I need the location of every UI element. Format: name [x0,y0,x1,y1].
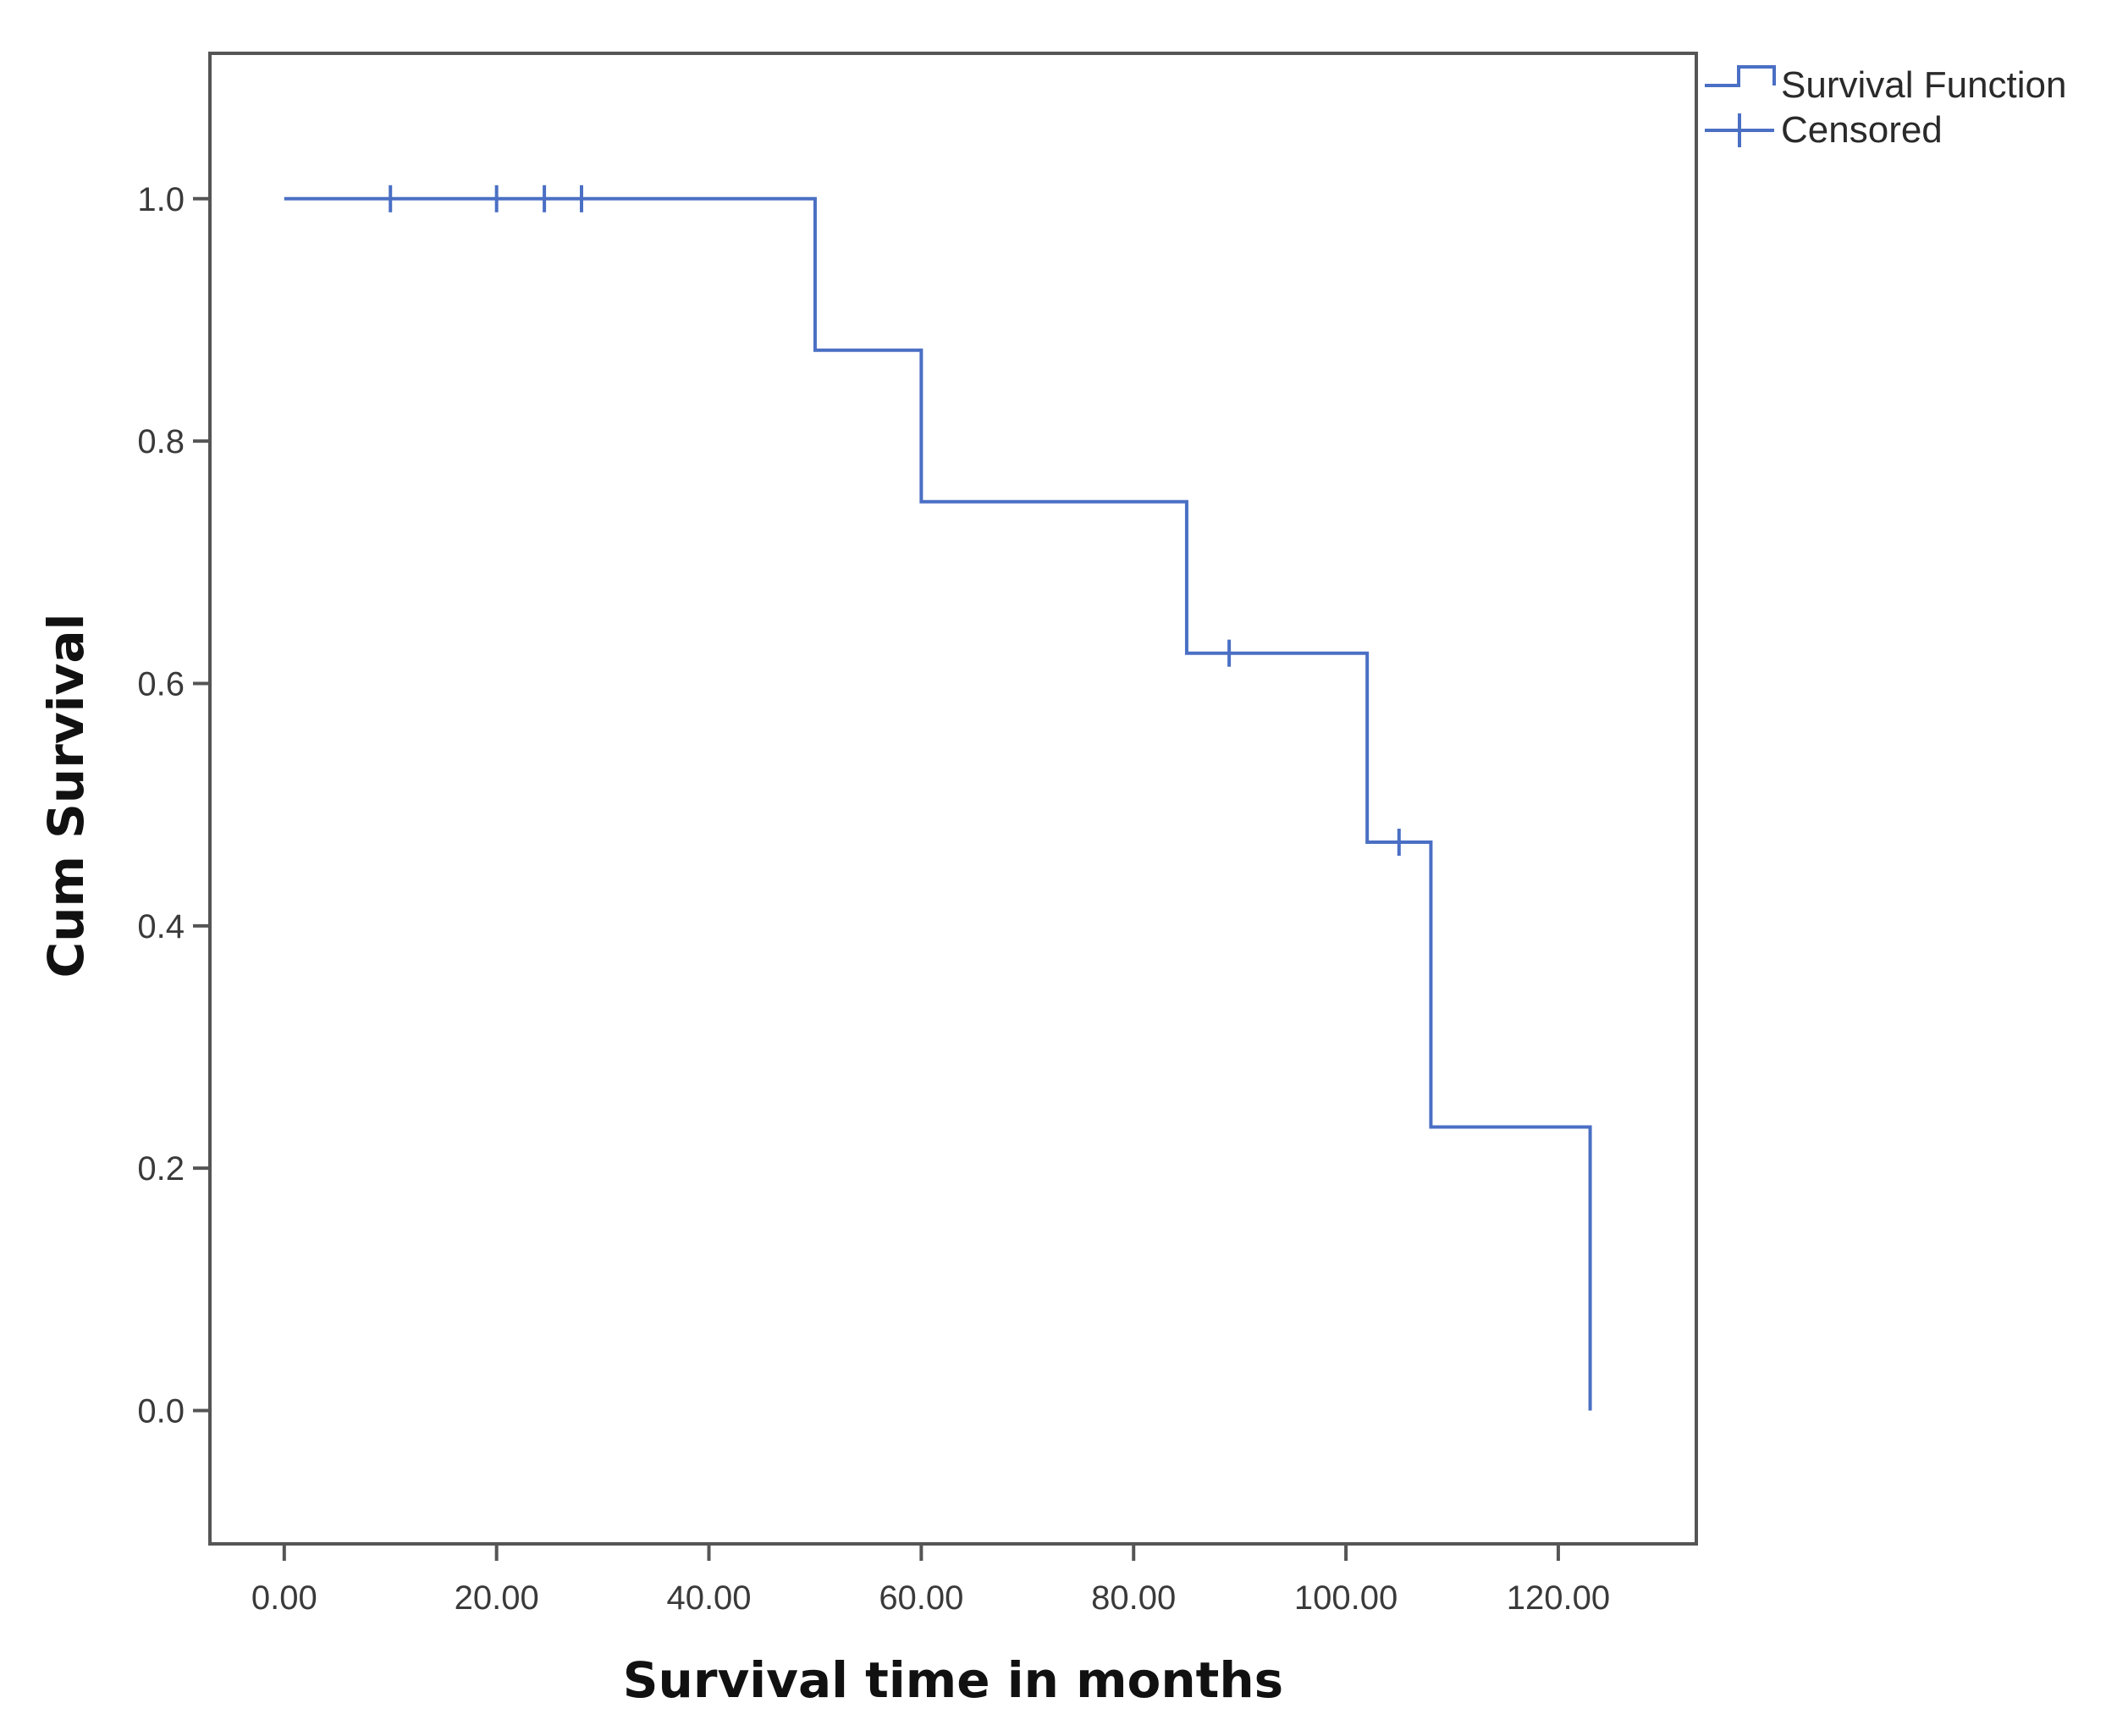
y-tick-label: 0.2 [137,1150,185,1188]
y-tick-label: 0.6 [137,665,185,703]
y-tick-label: 0.0 [137,1393,185,1430]
x-tick-label: 60.00 [879,1579,963,1617]
plot-frame [208,52,1698,1546]
legend-step-icon [1705,65,1776,87]
legend-label-survival-function: Survival Function [1781,64,2066,106]
x-axis-title: Survival time in months [623,1651,1283,1709]
y-tick-label: 0.4 [137,908,185,945]
y-axis: 0.0 0.2 0.4 0.6 0.8 1.0 [137,181,210,1430]
y-tick-label: 0.8 [137,423,185,460]
x-tick-label: 80.00 [1091,1579,1176,1617]
legend-label-censored: Censored [1781,109,1943,151]
y-tick-label: 1.0 [137,181,185,218]
x-tick-label: 40.00 [666,1579,751,1617]
y-axis-title: Cum Survival [37,614,95,978]
censor-markers [389,185,1401,857]
x-tick-label: 0.00 [251,1579,317,1617]
legend-item-survival-function: Survival Function [1705,64,2066,106]
survival-function-line [284,196,1592,1411]
series-layer [284,196,1592,1411]
x-tick-label: 100.00 [1294,1579,1398,1617]
x-tick-label: 120.00 [1507,1579,1610,1617]
x-axis: 0.00 20.00 40.00 60.00 80.00 100.00 120.00 [251,1544,1610,1617]
legend: Survival Function Censored [1705,64,2066,151]
x-tick-label: 20.00 [455,1579,539,1617]
legend-item-censored: Censored [1705,109,1943,151]
